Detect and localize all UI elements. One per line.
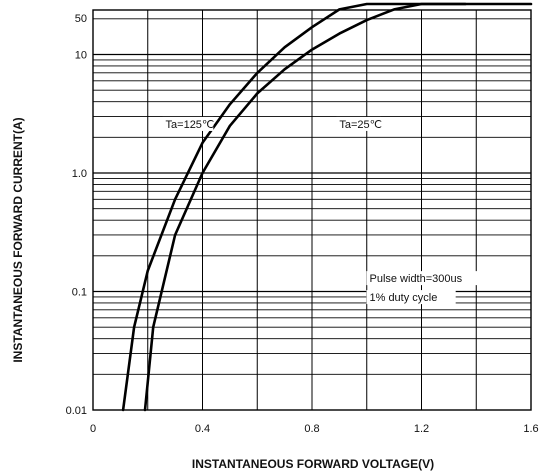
y-tick-label: 1.0 — [72, 168, 87, 180]
series-line-ta125 — [121, 2, 467, 412]
x-tick-label: 1.6 — [523, 423, 538, 435]
annotation-label: Ta=125℃ — [166, 119, 215, 131]
y-axis-title: INSTANTANEOUS FORWARD CURRENT(A) — [11, 117, 25, 362]
annotation-background — [366, 271, 482, 286]
annotation-label: Ta=25℃ — [339, 119, 382, 131]
grid — [92, 9, 532, 411]
annotation-label: 1% duty cycle — [369, 292, 437, 304]
annotation-background — [366, 290, 456, 305]
tick-labels: 0 0.4 0.8 1.2 1.6 0.01 0.1 1.0 10 50 — [66, 13, 539, 435]
series-line-ta25 — [143, 2, 533, 412]
x-axis-title: INSTANTANEOUS FORWARD VOLTAGE(V) — [192, 457, 434, 471]
series-lines — [121, 2, 533, 412]
x-tick-label: 1.2 — [414, 423, 429, 435]
y-tick-label: 10 — [75, 50, 87, 62]
annotations: Ta=125℃ Ta=25℃ Pulse width=300us 1% duty cy… — [162, 116, 482, 305]
annotation-label: Pulse width=300us — [369, 273, 462, 285]
y-tick-label: 0.1 — [72, 287, 87, 299]
annotation-background — [336, 116, 381, 131]
x-tick-label: 0.8 — [304, 423, 319, 435]
y-tick-label: 0.01 — [66, 405, 87, 417]
x-tick-label: 0.4 — [195, 423, 210, 435]
x-tick-label: 0 — [90, 423, 96, 435]
annotation-background — [162, 116, 214, 131]
y-tick-label: 50 — [75, 13, 87, 25]
